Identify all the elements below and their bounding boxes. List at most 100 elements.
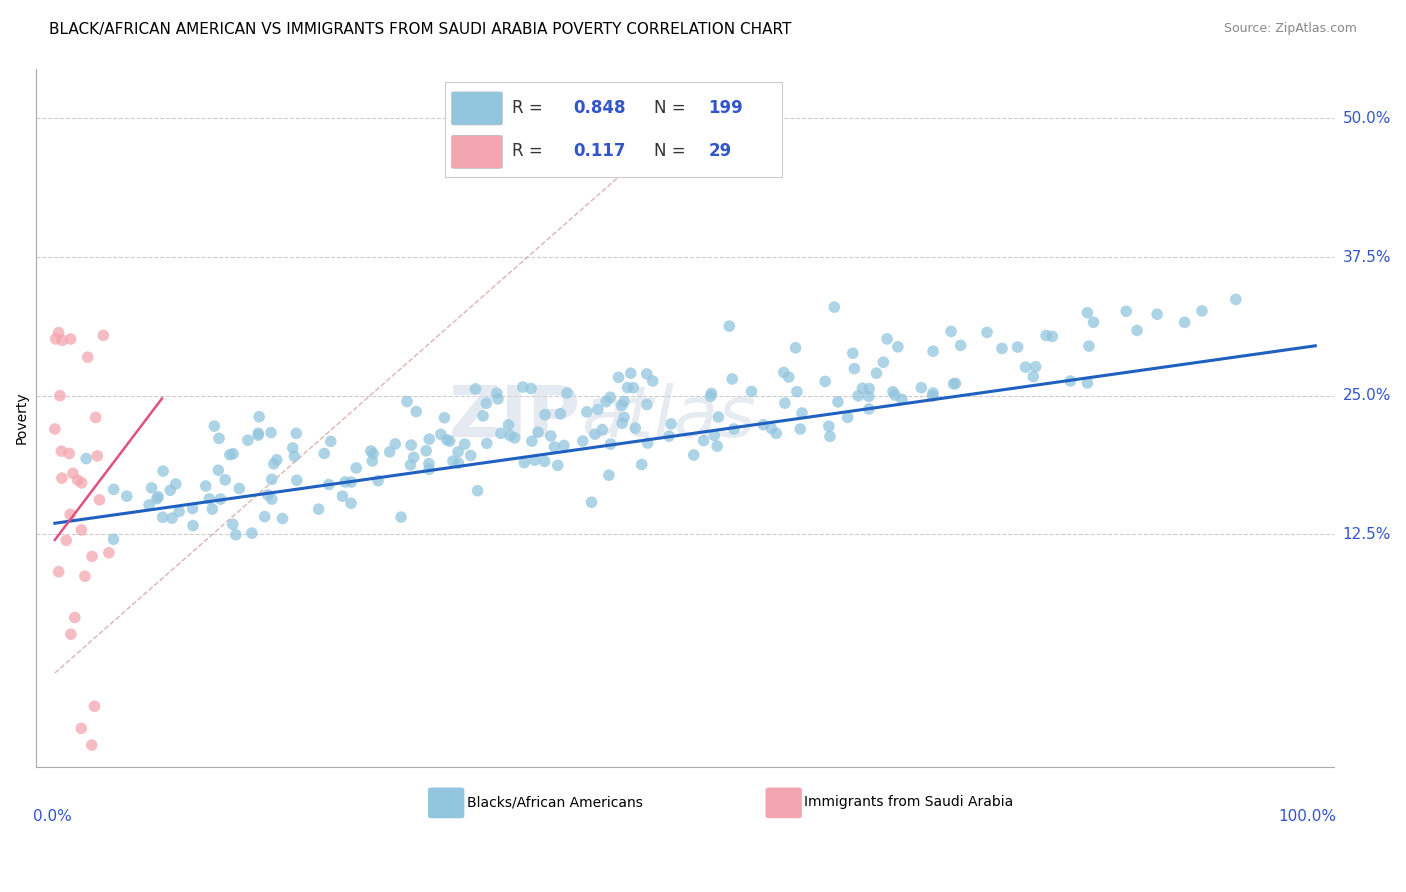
Point <box>939 325 962 339</box>
Point <box>858 401 880 416</box>
Point <box>76 350 98 364</box>
Point <box>181 501 204 516</box>
Point <box>360 444 382 458</box>
Point <box>73 569 96 583</box>
Point <box>460 449 482 463</box>
Point <box>59 627 82 641</box>
Point <box>699 389 721 403</box>
Point <box>75 451 97 466</box>
Point <box>621 381 644 395</box>
Point <box>659 417 682 431</box>
Point <box>752 417 775 432</box>
Point <box>945 376 967 391</box>
Point <box>283 450 305 464</box>
Point <box>818 419 841 434</box>
Point <box>48 565 70 579</box>
Point <box>318 477 340 491</box>
Point <box>818 429 841 443</box>
Point <box>97 546 120 560</box>
Point <box>475 436 498 450</box>
Point <box>553 438 575 452</box>
Point <box>942 376 965 391</box>
Point <box>658 429 681 443</box>
Point <box>786 384 808 399</box>
Point <box>1059 374 1081 388</box>
Point <box>208 431 231 445</box>
Point <box>51 444 73 458</box>
Point <box>555 386 578 401</box>
Point <box>253 509 276 524</box>
Point <box>485 386 508 401</box>
Point <box>91 328 114 343</box>
Point <box>260 492 283 507</box>
Point <box>247 426 270 441</box>
Point <box>1083 315 1105 329</box>
Point <box>340 475 363 489</box>
Point <box>1035 328 1057 343</box>
Point <box>263 457 285 471</box>
Point <box>581 495 603 509</box>
Point <box>872 355 894 369</box>
Point <box>723 422 745 436</box>
Point <box>361 447 384 461</box>
Point <box>48 326 70 340</box>
Point <box>785 341 807 355</box>
Point <box>247 409 270 424</box>
Point <box>70 475 93 490</box>
Point <box>115 489 138 503</box>
Point <box>152 464 174 478</box>
Point <box>1022 369 1045 384</box>
Point <box>1126 323 1149 337</box>
Point <box>599 390 621 404</box>
Point <box>378 445 401 459</box>
Point <box>181 518 204 533</box>
Point <box>51 333 73 347</box>
Point <box>58 446 80 460</box>
Point <box>198 491 221 506</box>
Point <box>851 381 873 395</box>
Point <box>571 434 593 448</box>
Point <box>636 398 658 412</box>
Point <box>503 431 526 445</box>
Point <box>160 511 183 525</box>
Point <box>858 382 880 396</box>
Point <box>718 319 741 334</box>
Point <box>44 422 66 436</box>
Point <box>520 382 543 396</box>
Text: 12.5%: 12.5% <box>1343 527 1391 541</box>
Point <box>266 452 288 467</box>
Point <box>89 492 111 507</box>
Point <box>453 437 475 451</box>
Point <box>399 438 422 452</box>
Point <box>1040 329 1063 343</box>
Point <box>772 366 794 380</box>
Point <box>512 380 534 394</box>
Point <box>550 407 572 421</box>
Point <box>765 426 787 441</box>
Point <box>222 517 245 532</box>
Point <box>883 388 905 402</box>
Point <box>70 722 93 736</box>
Point <box>624 421 647 435</box>
Point <box>201 502 224 516</box>
Point <box>876 332 898 346</box>
Point <box>361 454 384 468</box>
Point <box>225 528 247 542</box>
Point <box>707 409 730 424</box>
Point <box>84 410 107 425</box>
Point <box>335 475 357 489</box>
Point <box>319 434 342 449</box>
Text: ZIP: ZIP <box>449 384 581 452</box>
Point <box>703 428 725 442</box>
Point <box>616 380 638 394</box>
Point <box>610 417 633 431</box>
Point <box>543 440 565 454</box>
Point <box>285 426 308 441</box>
Point <box>910 381 932 395</box>
Point <box>773 396 796 410</box>
Point <box>489 426 512 441</box>
Point <box>1014 360 1036 375</box>
Point <box>499 428 522 442</box>
Point <box>62 467 84 481</box>
Point <box>415 443 437 458</box>
